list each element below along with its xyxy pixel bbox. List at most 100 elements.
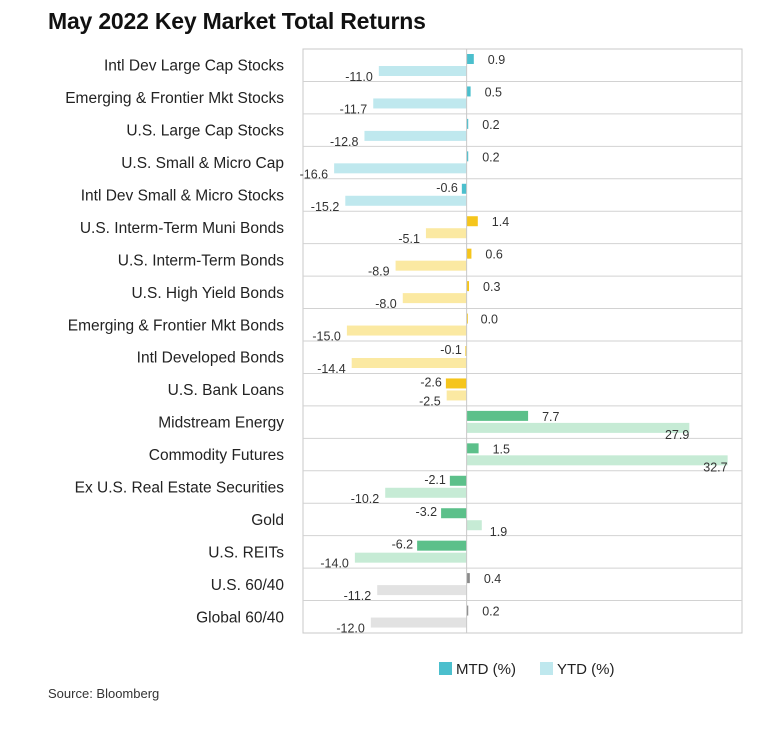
legend-label-ytd: YTD (%) [557, 661, 615, 678]
value-label-mtd: 0.0 [481, 313, 498, 327]
bar-ytd [364, 130, 467, 141]
bar-mtd [466, 86, 471, 97]
category-label: U.S. 60/40 [211, 577, 285, 594]
value-label-mtd: -0.6 [436, 181, 458, 195]
bar-ytd [377, 585, 467, 596]
bar-ytd [351, 358, 467, 368]
category-label: U.S. Bank Loans [168, 382, 285, 399]
category-label: Ex U.S. Real Estate Securities [75, 480, 285, 497]
category-label: Emerging & Frontier Mkt Stocks [65, 90, 284, 107]
legend-label-mtd: MTD (%) [456, 661, 516, 678]
category-label: U.S. Small & Micro Cap [121, 155, 284, 172]
bar-ytd [466, 520, 482, 531]
category-label: Global 60/40 [196, 609, 284, 626]
bar-ytd [354, 552, 467, 563]
value-label-mtd: 1.5 [493, 442, 510, 456]
category-label: Intl Dev Large Cap Stocks [104, 58, 284, 75]
value-labels: 0.9 -11.0 0.5 -11.7 0.2 -12.8 0.2 -16.6 -0.6 -15.… [300, 53, 728, 636]
category-label: U.S. REITs [208, 544, 284, 561]
value-label-ytd: -11.0 [345, 70, 373, 84]
bar-mtd [441, 508, 467, 519]
category-label: Gold [251, 512, 284, 529]
category-label: Intl Dev Small & Micro Stocks [81, 188, 285, 205]
value-label-mtd: 0.5 [485, 85, 502, 99]
bar-ytd [385, 487, 467, 498]
value-label-ytd: 27.9 [665, 428, 689, 442]
bar-ytd [466, 455, 728, 466]
bar-ytd [370, 617, 467, 628]
value-label-mtd: -0.1 [440, 343, 462, 357]
bar-ytd [378, 66, 467, 76]
value-label-mtd: -2.6 [420, 375, 442, 389]
chart-title: May 2022 Key Market Total Returns [48, 8, 426, 34]
value-label-ytd: -14.0 [320, 557, 349, 571]
category-label: Emerging & Frontier Mkt Bonds [68, 317, 284, 334]
bar-mtd [466, 605, 469, 616]
category-label: U.S. Interm-Term Bonds [118, 252, 284, 269]
value-label-mtd: 0.2 [482, 150, 499, 164]
value-label-ytd: -16.6 [300, 167, 329, 181]
category-label: U.S. Interm-Term Muni Bonds [80, 220, 284, 237]
value-label-mtd: 0.2 [482, 605, 499, 619]
value-label-ytd: -12.8 [330, 135, 359, 149]
bar-mtd [466, 573, 470, 584]
source-note: Source: Bloomberg [48, 686, 160, 701]
legend: MTD (%) YTD (%) [439, 661, 615, 678]
value-label-ytd: -2.5 [419, 394, 441, 408]
bar-mtd [461, 183, 467, 194]
bar-ytd [402, 293, 467, 304]
category-labels: Intl Dev Large Cap Stocks Emerging & Fron… [65, 58, 284, 627]
bar-mtd [466, 216, 478, 227]
legend-swatch-ytd [540, 662, 553, 675]
bar-mtd [417, 540, 467, 551]
bar-mtd [449, 475, 467, 486]
value-label-mtd: -3.2 [416, 505, 438, 519]
bar-ytd [446, 390, 467, 401]
value-label-mtd: 0.2 [482, 118, 499, 132]
value-label-mtd: 0.3 [483, 280, 500, 294]
value-label-ytd: -15.0 [312, 330, 341, 344]
value-label-mtd: 0.6 [485, 248, 502, 262]
bar-mtd [466, 410, 529, 421]
value-label-ytd: -10.2 [351, 492, 380, 506]
category-label: U.S. High Yield Bonds [131, 285, 284, 302]
value-label-mtd: 0.4 [484, 572, 501, 586]
value-label-ytd: 1.9 [490, 525, 507, 539]
value-label-ytd: -14.4 [317, 362, 346, 376]
bar-ytd [345, 195, 467, 206]
value-label-ytd: -11.7 [340, 102, 368, 116]
bar-mtd [466, 151, 469, 162]
bar-mtd [466, 313, 468, 324]
bar-ytd [466, 422, 690, 433]
chart-frame [302, 48, 743, 634]
bar-ytd [373, 98, 467, 109]
bar-mtd [466, 118, 469, 129]
value-label-ytd: -11.2 [344, 589, 372, 603]
legend-swatch-mtd [439, 662, 452, 675]
bar-mtd [466, 443, 479, 454]
category-label: U.S. Large Cap Stocks [126, 123, 284, 140]
value-label-mtd: -6.2 [392, 538, 414, 552]
bar-mtd [445, 378, 467, 389]
bar-ytd [425, 228, 467, 239]
value-label-mtd: -2.1 [424, 473, 446, 487]
value-label-mtd: 1.4 [492, 215, 509, 229]
bar-ytd [334, 163, 467, 174]
bar-mtd [466, 281, 470, 292]
value-label-ytd: -8.0 [375, 297, 397, 311]
value-label-ytd: -5.1 [398, 232, 420, 246]
bar-ytd [395, 260, 467, 271]
bar-mtd [465, 346, 467, 356]
bar-mtd [466, 54, 474, 64]
category-label: Intl Developed Bonds [137, 350, 285, 367]
category-label: Midstream Energy [158, 415, 284, 432]
value-label-ytd: -15.2 [311, 200, 340, 214]
value-label-mtd: 0.9 [488, 53, 505, 67]
value-label-ytd: 32.7 [703, 460, 727, 474]
value-label-mtd: 7.7 [542, 410, 559, 424]
bars [334, 54, 728, 628]
category-label: Commodity Futures [149, 447, 284, 464]
value-label-ytd: -12.0 [336, 622, 365, 636]
bar-mtd [466, 248, 472, 259]
